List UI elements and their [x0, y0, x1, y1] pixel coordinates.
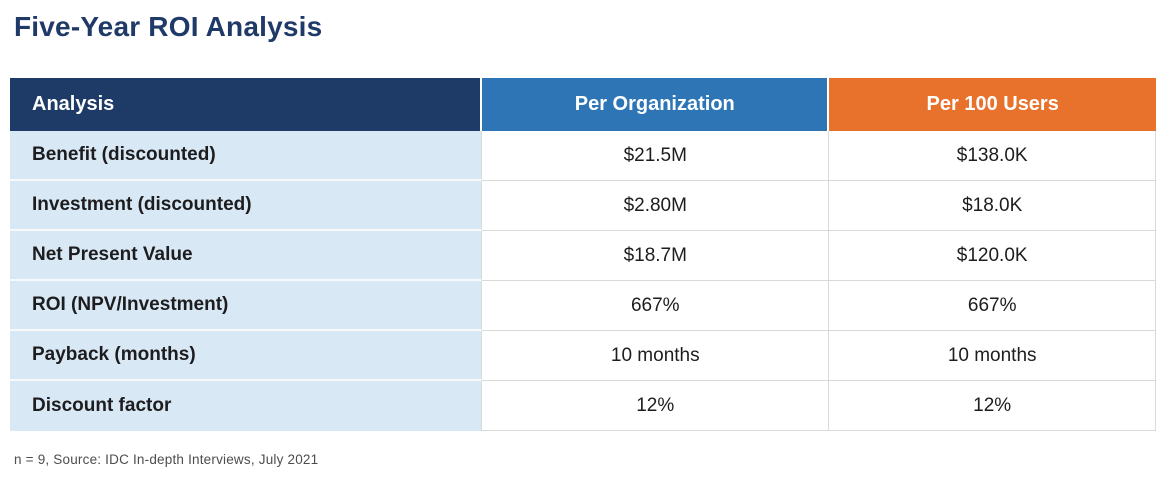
row-value-per-organization: $2.80M [482, 181, 830, 231]
table-header-row: Analysis Per Organization Per 100 Users [10, 78, 1156, 131]
row-label: Payback (months) [10, 331, 483, 381]
row-value-per-100-users: 10 months [829, 331, 1156, 381]
table-row: Benefit (discounted) $21.5M $138.0K [10, 131, 1156, 181]
column-header-analysis: Analysis [10, 78, 483, 131]
row-value-per-100-users: $138.0K [829, 131, 1156, 181]
row-value-per-100-users: $18.0K [829, 181, 1156, 231]
row-value-per-organization: 667% [482, 281, 830, 331]
row-label: Net Present Value [10, 231, 483, 281]
table-row: Net Present Value $18.7M $120.0K [10, 231, 1156, 281]
row-label: Benefit (discounted) [10, 131, 483, 181]
column-header-per-organization: Per Organization [482, 78, 830, 131]
roi-analysis-table: Analysis Per Organization Per 100 Users … [10, 78, 1156, 431]
row-label: Investment (discounted) [10, 181, 483, 231]
table-row: Discount factor 12% 12% [10, 381, 1156, 431]
column-header-per-100-users: Per 100 Users [829, 78, 1156, 131]
row-value-per-organization: $21.5M [482, 131, 830, 181]
table-row: Investment (discounted) $2.80M $18.0K [10, 181, 1156, 231]
row-value-per-100-users: $120.0K [829, 231, 1156, 281]
row-value-per-100-users: 667% [829, 281, 1156, 331]
row-value-per-organization: 10 months [482, 331, 830, 381]
row-label: ROI (NPV/Investment) [10, 281, 483, 331]
page-title: Five-Year ROI Analysis [14, 11, 323, 42]
table-row: ROI (NPV/Investment) 667% 667% [10, 281, 1156, 331]
row-label: Discount factor [10, 381, 483, 431]
row-value-per-100-users: 12% [829, 381, 1156, 431]
table-row: Payback (months) 10 months 10 months [10, 331, 1156, 381]
row-value-per-organization: $18.7M [482, 231, 830, 281]
row-value-per-organization: 12% [482, 381, 830, 431]
source-footnote: n = 9, Source: IDC In-depth Interviews, … [14, 452, 319, 467]
